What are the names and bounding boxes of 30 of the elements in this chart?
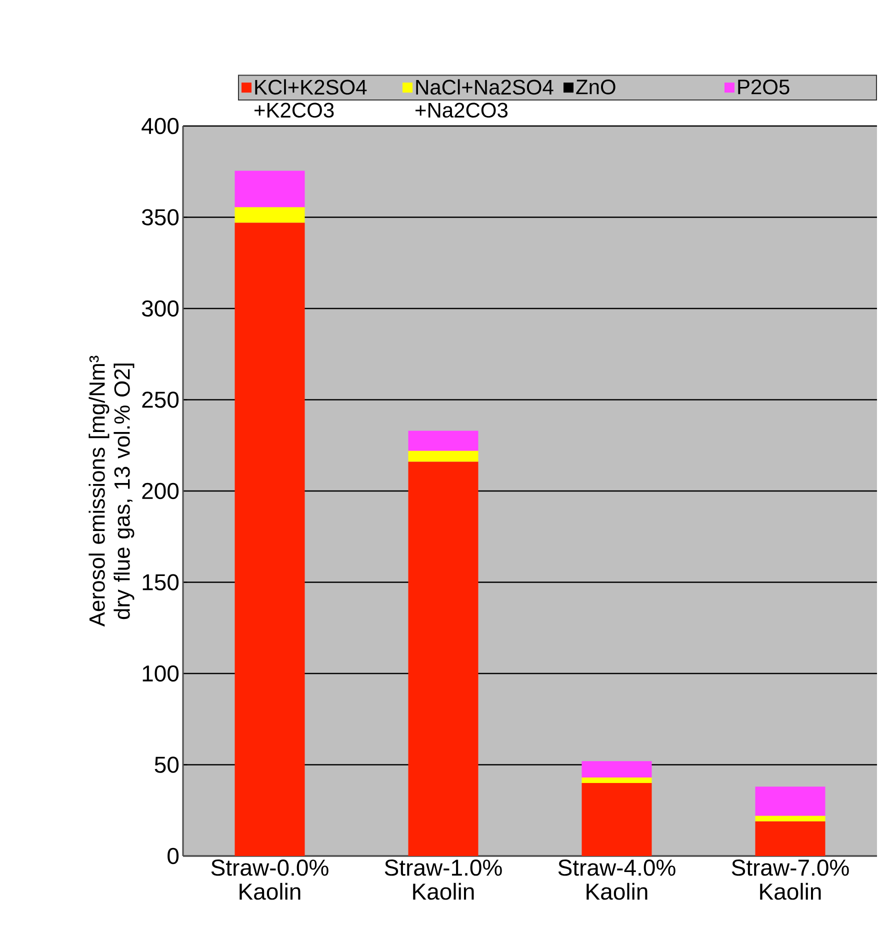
bar [582,761,652,778]
y-tick-label: 50 [154,756,179,773]
x-tick-label: Straw-4.0% Kaolin [558,860,676,900]
legend-label: NaCl+Na2SO4 +Na2CO3 [416,79,554,118]
legend-label: KCl+K2SO4 +K2CO3 [254,79,367,118]
x-tick-label: Straw-1.0% Kaolin [384,860,502,900]
y-tick-label: 300 [142,300,179,317]
bar [234,222,305,856]
y-tick-label: 400 [142,118,179,134]
bar [582,782,652,856]
x-tick-label: Straw-0.0% Kaolin [211,860,328,900]
y-tick-label: 200 [142,482,179,500]
bar [234,170,305,208]
bar [582,778,652,783]
y-tick-label: 250 [142,392,179,408]
y-tick-label: 150 [142,574,179,590]
bar [408,430,478,451]
bar [755,816,826,822]
y-tick-label: 100 [142,665,179,682]
bar [234,207,305,223]
bar [408,462,478,856]
bar [755,821,826,856]
bar [755,786,826,816]
legend-label: P2O5 [738,80,790,94]
y-tick-label: 350 [142,209,179,226]
y-tick-label: 0 [168,848,179,864]
y-axis-title: Aerosol emissions [mg/Nm³ dry flue gas, 13 vol.% O2] [88,356,134,627]
x-tick-label: Straw-7.0% Kaolin [732,860,849,900]
bar [408,450,478,462]
legend-label: ZnO [576,80,616,94]
